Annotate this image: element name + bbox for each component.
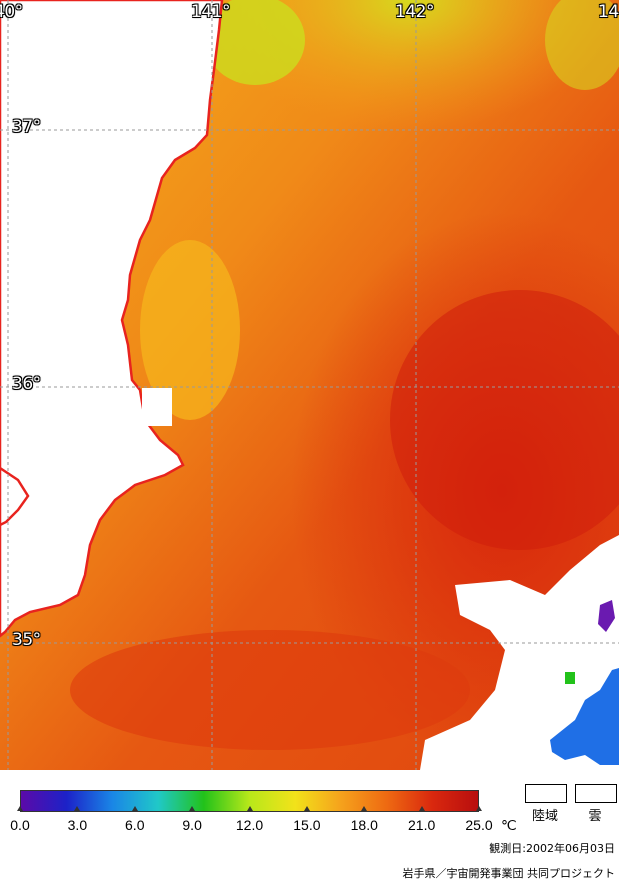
latitude-label-35: 35° — [12, 630, 41, 650]
colorbar-tick-label: 21.0 — [408, 817, 436, 833]
longitude-label-142: 142° — [395, 2, 434, 22]
colorbar-tick-label: 9.0 — [182, 817, 202, 833]
longitude-label-140: 40° — [0, 2, 23, 22]
colorbar-tick-label: 3.0 — [67, 817, 88, 833]
colorbar-tick-mark — [418, 806, 425, 811]
sea-yellow-patch-north — [205, 0, 305, 85]
colorbar-tick-mark — [476, 806, 482, 811]
legend: ℃ 陸域 雲 観測日:2002年06月03日 岩手県／宇宙開発事業団 共同プロジ… — [0, 770, 619, 881]
map-canvas — [0, 0, 619, 770]
land-legend-label: 陸域 — [531, 809, 558, 824]
colorbar-tick-mark — [74, 806, 81, 811]
colorbar-tick-mark — [246, 806, 253, 811]
colorbar-tick-label: 15.0 — [293, 817, 321, 833]
cloud-white-harbor — [142, 388, 172, 426]
longitude-label-141: 141° — [191, 2, 230, 22]
colorbar-tick-label: 25.0 — [465, 817, 493, 833]
cloud-white-southeast — [420, 535, 619, 770]
colorbar-tick-mark — [131, 806, 138, 811]
longitude-label-143: 14 — [598, 2, 619, 22]
latitude-label-37: 37° — [12, 117, 41, 137]
sea-warm-band-east — [390, 290, 619, 550]
land-cape-inubo — [0, 466, 30, 527]
cloud-legend-swatch — [575, 784, 617, 803]
colorbar-tick-label: 0.0 — [10, 817, 30, 833]
colorbar-tick-label: 18.0 — [350, 817, 378, 833]
sea-warm-band-south — [70, 630, 470, 750]
cloud-purple-patch — [598, 600, 615, 632]
latitude-label-36: 36° — [12, 374, 41, 394]
observation-date: 観測日:2002年06月03日 — [489, 842, 615, 855]
unit-label: ℃ — [501, 817, 517, 833]
colorbar-tick-mark — [17, 806, 23, 811]
cloud-blue-patch — [550, 668, 619, 765]
credit-text: 岩手県／宇宙開発事業団 共同プロジェクト — [402, 867, 616, 880]
colorbar-tick-mark — [189, 806, 196, 811]
colorbar-tick-mark — [361, 806, 368, 811]
graticule — [0, 0, 619, 770]
colorbar-tick-mark — [303, 806, 310, 811]
cloud-green-patch — [565, 672, 575, 684]
colorbar-tick-label: 6.0 — [125, 817, 145, 833]
sea-surface-temperature-map: 40° 141° 142° 14 37° 36° 35° — [0, 0, 619, 770]
land-legend-swatch — [525, 784, 567, 803]
sea-cool-band-coast — [140, 240, 240, 420]
cloud-legend-label: 雲 — [588, 809, 602, 824]
sea-yellow-patch-east — [545, 0, 619, 90]
colorbar-tick-label: 12.0 — [235, 817, 264, 833]
